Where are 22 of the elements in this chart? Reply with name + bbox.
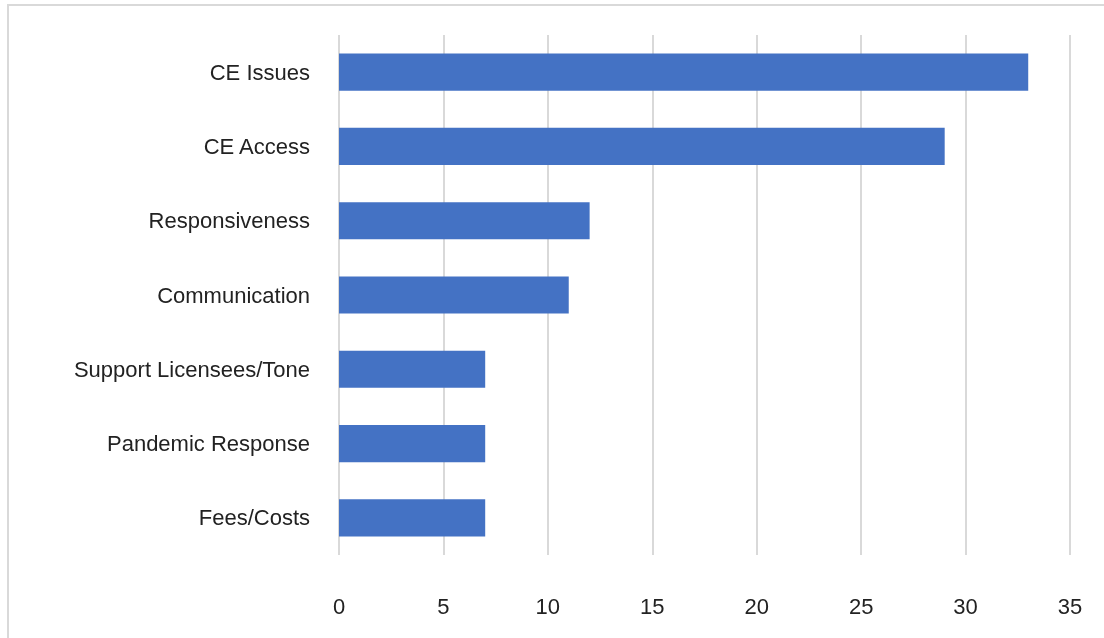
bar bbox=[339, 350, 486, 388]
bar bbox=[339, 202, 590, 240]
y-tick-label: Communication bbox=[157, 282, 310, 308]
bar bbox=[339, 425, 486, 463]
y-tick-label: Pandemic Response bbox=[106, 431, 310, 457]
x-tick-label: 0 bbox=[332, 593, 346, 619]
x-tick-label: 35 bbox=[1057, 593, 1083, 619]
y-tick-label: Support Licensees/Tone bbox=[73, 356, 310, 382]
bar bbox=[339, 499, 486, 537]
x-tick-label: 10 bbox=[535, 593, 561, 619]
bar bbox=[339, 53, 1029, 91]
y-tick-label: CE Issues bbox=[209, 59, 310, 85]
bar bbox=[339, 127, 945, 165]
x-tick-label: 30 bbox=[953, 593, 978, 619]
x-tick-label: 15 bbox=[640, 593, 665, 619]
y-tick-label: CE Access bbox=[203, 133, 310, 159]
y-tick-label: Responsiveness bbox=[148, 208, 310, 234]
x-tick-label: 5 bbox=[437, 593, 450, 619]
x-tick-label: 25 bbox=[848, 593, 874, 619]
x-tick-label: 20 bbox=[744, 593, 769, 619]
bar bbox=[339, 276, 569, 314]
y-tick-label: Fees/Costs bbox=[198, 505, 310, 531]
